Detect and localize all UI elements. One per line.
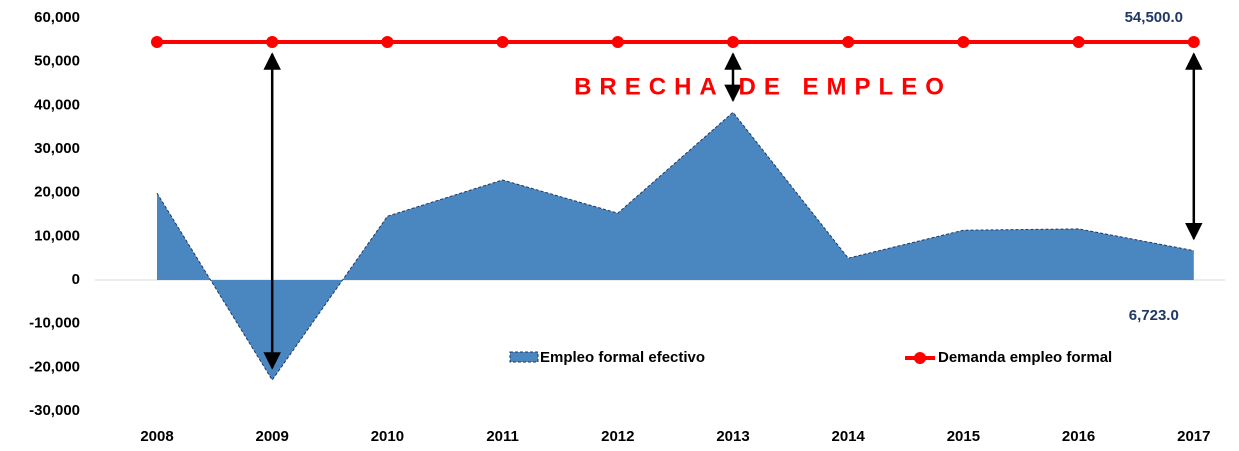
- marker: [496, 36, 509, 49]
- annotation: BRECHA DE EMPLEO: [574, 73, 952, 100]
- y-tick-label: -10,000: [29, 315, 80, 332]
- y-tick-label: 30,000: [34, 140, 80, 157]
- y-tick-label: -30,000: [29, 402, 80, 419]
- y-tick-label: -20,000: [29, 358, 80, 375]
- marker: [1072, 36, 1085, 49]
- x-tick-label: 2015: [947, 428, 980, 445]
- x-tick-label: 2017: [1177, 428, 1210, 445]
- y-tick-label: 20,000: [34, 184, 80, 201]
- x-tick-label: 2014: [832, 428, 866, 445]
- marker: [151, 36, 163, 49]
- legend-label: Empleo formal efectivo: [540, 349, 705, 366]
- y-tick-label: 60,000: [34, 9, 80, 26]
- y-tick-label: 50,000: [34, 53, 80, 70]
- legend-swatch: [509, 351, 539, 363]
- area: [157, 112, 1194, 380]
- marker: [611, 36, 624, 49]
- legend-marker: [914, 352, 926, 364]
- y-tick-label: 10,000: [34, 227, 80, 244]
- area-outline: [156, 111, 1194, 381]
- x-tick-label: 2016: [1062, 428, 1095, 445]
- y-tick-label: 40,000: [34, 96, 80, 113]
- legend-label: Demanda empleo formal: [938, 349, 1112, 366]
- x-tick-label: 2013: [716, 428, 749, 445]
- x-tick-label: 2011: [486, 428, 519, 445]
- x-tick-label: 2012: [601, 428, 634, 445]
- x-tick-label: 2008: [140, 428, 173, 445]
- y-tick-label: 0: [72, 271, 80, 288]
- marker: [727, 36, 739, 49]
- x-tick-label: 2009: [256, 428, 289, 445]
- x-tick-label: 2010: [371, 428, 404, 445]
- marker: [381, 36, 394, 49]
- marker: [842, 36, 855, 49]
- value-label: 6,723.0: [1129, 307, 1179, 324]
- value-label: 54,500.0: [1125, 9, 1183, 26]
- marker: [1187, 36, 1200, 49]
- marker: [957, 36, 970, 49]
- marker: [266, 36, 279, 49]
